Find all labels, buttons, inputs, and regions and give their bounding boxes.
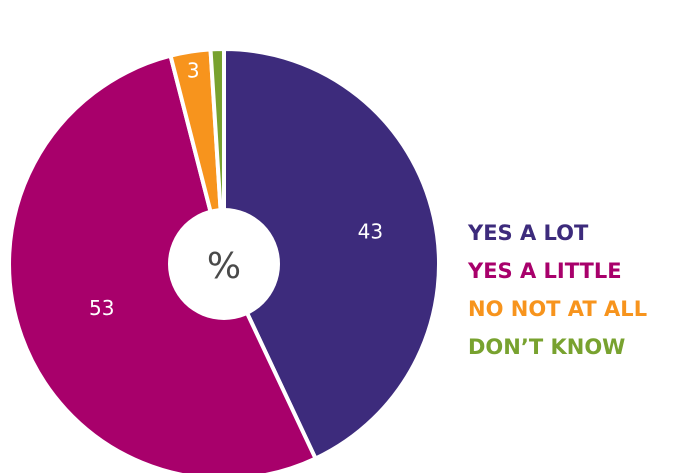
legend: YES A LOT YES A LITTLE NO NOT AT ALL DON’T … (467, 221, 647, 359)
center-hole (168, 208, 280, 320)
legend-entry: DON’T KNOW (468, 335, 625, 359)
value-labels-layer: 43 53 3 1 (89, 0, 383, 320)
value-label: 53 (89, 296, 114, 320)
legend-entry: YES A LOT (467, 221, 589, 245)
value-label: 43 (358, 219, 383, 243)
pie-slice-yes-a-little (7, 53, 318, 473)
value-label: 1 (209, 0, 222, 14)
value-label: 3 (187, 58, 200, 82)
legend-entry: YES A LITTLE (467, 259, 622, 283)
center-label: % (207, 246, 241, 287)
legend-entry: NO NOT AT ALL (468, 297, 647, 321)
pie-slice-yes-a-lot (222, 47, 441, 461)
slices-layer (7, 46, 441, 473)
